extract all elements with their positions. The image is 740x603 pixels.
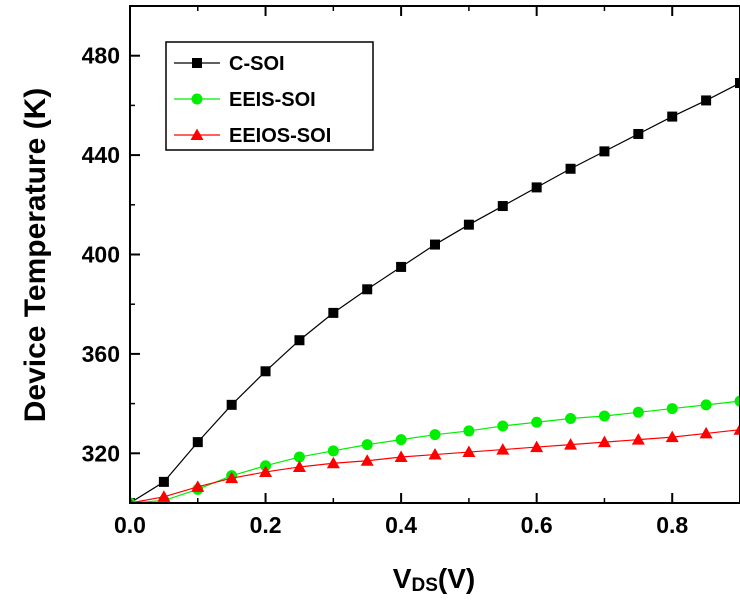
x-axis-label-subscript: DS xyxy=(411,575,437,596)
x-tick-label: 0.4 xyxy=(385,512,417,538)
legend-label: EEIS-SOI xyxy=(229,89,316,111)
data-point-eeis-soi xyxy=(734,395,740,407)
y-tick-label: 400 xyxy=(82,242,120,268)
y-tick-label: 440 xyxy=(82,142,120,168)
data-point-eeis-soi xyxy=(361,439,373,451)
series-line-eeios-soi xyxy=(130,429,740,503)
data-point-c-soi xyxy=(701,95,712,106)
data-point-c-soi xyxy=(667,111,678,122)
data-point-eeios-soi xyxy=(292,460,306,472)
legend-label: EEIOS-SOI xyxy=(229,125,331,147)
data-point-eeis-soi xyxy=(429,429,441,441)
series-layer xyxy=(130,78,740,503)
legend-item-c-soi: C-SOI xyxy=(174,53,285,75)
x-tick-label: 0.2 xyxy=(250,512,282,538)
data-point-eeios-soi xyxy=(462,445,476,458)
legend-item-eeios-soi: EEIOS-SOI xyxy=(174,125,331,147)
data-point-eeios-soi xyxy=(631,433,645,445)
y-tick-label: 360 xyxy=(82,341,120,367)
data-point-c-soi xyxy=(599,146,610,157)
data-point-eeis-soi xyxy=(327,445,339,457)
data-point-c-soi xyxy=(396,261,407,272)
legend-item-eeis-soi: EEIS-SOI xyxy=(174,89,316,111)
legend-label: C-SOI xyxy=(229,53,285,75)
data-point-eeios-soi xyxy=(428,448,442,460)
x-axis-label: VDS(V) xyxy=(393,563,475,596)
data-point-eeis-soi xyxy=(700,399,712,411)
legend-marker xyxy=(191,93,203,105)
x-tick-label: 0.6 xyxy=(521,512,553,538)
data-point-eeios-soi xyxy=(394,450,408,463)
data-point-eeios-soi xyxy=(597,435,611,448)
data-point-eeios-soi xyxy=(564,438,578,450)
data-point-c-soi xyxy=(260,366,271,377)
data-point-eeios-soi xyxy=(496,443,510,455)
data-point-c-soi xyxy=(633,128,644,139)
data-point-eeis-soi xyxy=(565,413,577,425)
data-point-eeios-soi xyxy=(225,471,239,484)
data-point-c-soi xyxy=(362,284,373,295)
legend: C-SOI EEIS-SOI EEIOS-SOI xyxy=(165,41,374,151)
series-eeis-soi xyxy=(130,395,740,503)
x-axis-label-main: V xyxy=(393,563,412,594)
data-point-c-soi xyxy=(463,219,474,230)
data-point-eeis-soi xyxy=(632,406,644,418)
data-point-eeios-soi xyxy=(191,480,205,492)
y-axis-label: Device Temperature (K) xyxy=(19,88,52,423)
data-point-eeios-soi xyxy=(326,456,340,469)
data-point-eeis-soi xyxy=(497,420,509,432)
y-tick-label: 320 xyxy=(82,440,120,466)
y-tick-label: 480 xyxy=(82,43,120,69)
tick-labels: 0.0 0.2 0.4 0.6 0.8 320 360 400 440 480 xyxy=(82,43,689,538)
data-point-eeios-soi xyxy=(360,454,374,466)
plot-frame xyxy=(129,5,740,504)
data-point-eeis-soi xyxy=(666,403,678,415)
data-point-eeis-soi xyxy=(598,410,610,422)
data-point-eeios-soi xyxy=(699,426,713,439)
data-point-c-soi xyxy=(430,239,440,250)
data-point-c-soi xyxy=(565,163,576,174)
data-point-c-soi xyxy=(328,307,339,318)
series-eeios-soi xyxy=(130,423,740,503)
data-point-c-soi xyxy=(226,399,237,410)
data-point-c-soi xyxy=(158,476,169,487)
data-point-c-soi xyxy=(531,182,542,193)
x-axis-label-unit: (V) xyxy=(438,563,475,594)
x-tick-label: 0.8 xyxy=(656,512,688,538)
data-point-c-soi xyxy=(497,201,508,212)
data-point-eeios-soi xyxy=(259,465,273,477)
data-point-eeios-soi xyxy=(530,440,544,453)
data-point-eeis-soi xyxy=(395,434,407,446)
data-point-c-soi xyxy=(192,437,203,448)
data-point-c-soi xyxy=(294,335,305,346)
data-point-eeios-soi xyxy=(733,423,740,435)
x-tick-label: 0.0 xyxy=(114,512,146,538)
data-point-eeios-soi xyxy=(665,430,679,443)
data-point-eeis-soi xyxy=(463,425,475,437)
legend-marker xyxy=(192,58,202,68)
data-point-c-soi xyxy=(735,78,740,89)
data-point-eeis-soi xyxy=(531,416,543,428)
legend-marker xyxy=(190,128,204,140)
data-point-eeios-soi xyxy=(157,490,171,502)
data-point-eeis-soi xyxy=(293,451,305,463)
